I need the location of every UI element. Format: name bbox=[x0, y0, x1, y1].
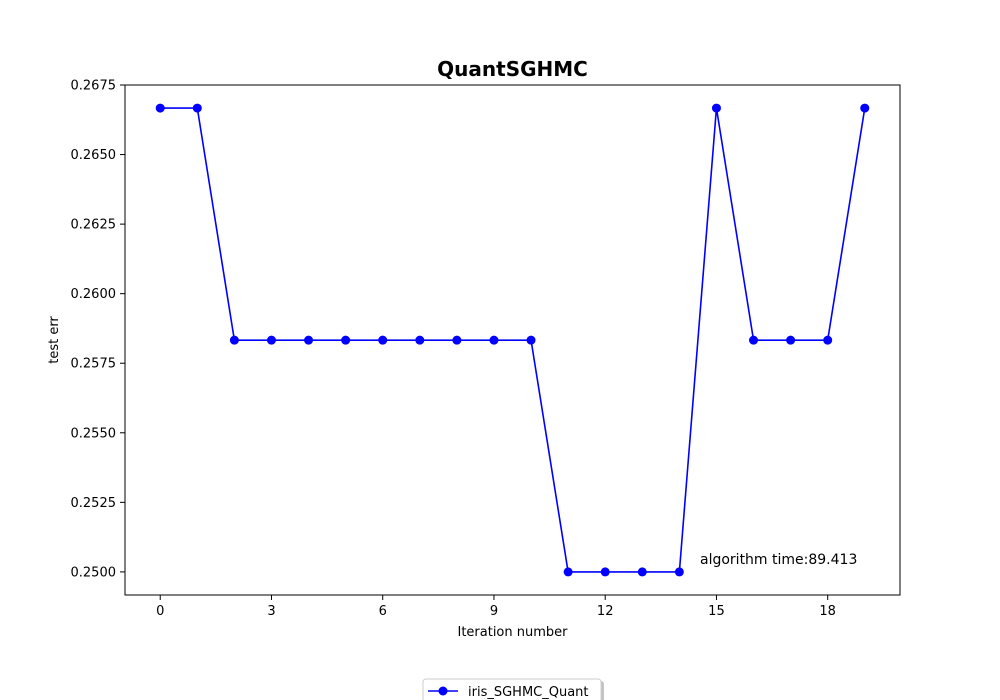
data-point bbox=[860, 103, 870, 113]
data-point bbox=[749, 335, 759, 345]
plot-area: 0 3 6 9 12 15 18 0.2500 0.2525 0.2550 0.2575 0.2600… bbox=[71, 79, 870, 619]
data-point bbox=[711, 103, 721, 113]
data-point bbox=[563, 567, 573, 577]
y-tick-label: 0.2625 bbox=[71, 218, 117, 233]
data-point bbox=[192, 103, 202, 113]
x-tick-label: 3 bbox=[267, 604, 275, 619]
data-point bbox=[786, 335, 796, 345]
legend: iris_SGHMC_Quant bbox=[422, 678, 604, 700]
plot-frame bbox=[124, 84, 901, 596]
series-line bbox=[160, 107, 866, 573]
data-point bbox=[378, 335, 388, 345]
data-point bbox=[304, 335, 314, 345]
data-point bbox=[266, 335, 276, 345]
y-tick-label: 0.2525 bbox=[71, 496, 117, 511]
data-point bbox=[341, 335, 351, 345]
legend-marker-swatch bbox=[438, 686, 448, 696]
legend-label: iris_SGHMC_Quant bbox=[468, 685, 589, 700]
y-tick-label: 0.2600 bbox=[71, 287, 117, 302]
data-point bbox=[489, 335, 499, 345]
data-point bbox=[229, 335, 239, 345]
x-tick-label: 12 bbox=[597, 604, 614, 619]
data-point bbox=[600, 567, 610, 577]
x-tick-label: 6 bbox=[379, 604, 387, 619]
data-point bbox=[823, 335, 833, 345]
y-tick-label: 0.2675 bbox=[71, 79, 117, 94]
data-point bbox=[526, 335, 536, 345]
legend-box bbox=[422, 678, 602, 700]
x-axis-label: Iteration number bbox=[457, 625, 568, 640]
chart-title: QuantSGHMC bbox=[437, 57, 588, 81]
x-tick-label: 15 bbox=[708, 604, 725, 619]
data-point bbox=[637, 567, 647, 577]
x-tick-label: 18 bbox=[819, 604, 836, 619]
y-tick-label: 0.2575 bbox=[71, 357, 117, 372]
y-tick-label: 0.2500 bbox=[71, 565, 117, 580]
x-tick-label: 0 bbox=[156, 604, 164, 619]
data-point bbox=[674, 567, 684, 577]
y-axis-label: test err bbox=[47, 316, 62, 364]
data-point bbox=[155, 103, 165, 113]
y-tick-label: 0.2650 bbox=[71, 148, 117, 163]
algorithm-time-annotation: algorithm time:89.413 bbox=[700, 552, 857, 568]
data-point bbox=[452, 335, 462, 345]
data-point bbox=[415, 335, 425, 345]
x-tick-label: 9 bbox=[490, 604, 498, 619]
y-tick-label: 0.2550 bbox=[71, 426, 117, 441]
